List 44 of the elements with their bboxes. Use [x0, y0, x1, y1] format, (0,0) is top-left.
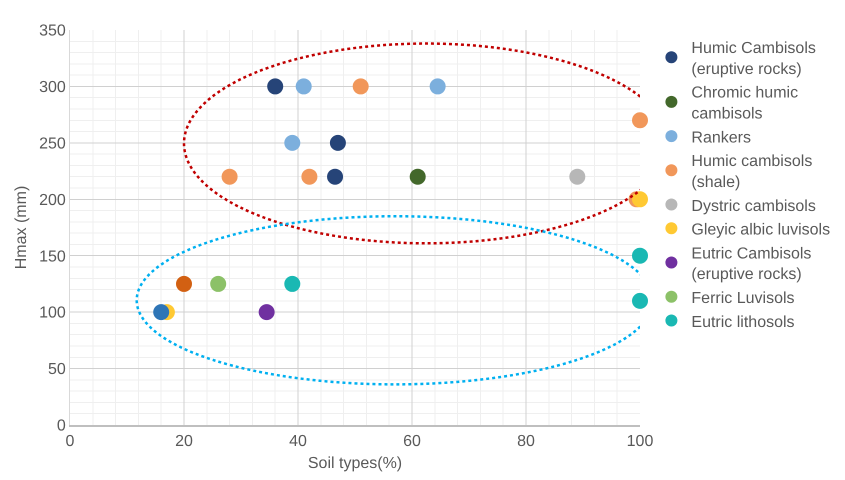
y-tick-label: 250 — [39, 135, 66, 152]
point — [176, 276, 192, 292]
legend-label: Gleyic albic luvisols — [691, 222, 830, 239]
y-tick-label: 150 — [39, 248, 66, 266]
legend-label: Humic cambisols (shale) — [691, 153, 812, 191]
y-tick-label: 200 — [39, 192, 66, 209]
legend-label: Eutric Cambisols (eruptive rocks) — [691, 245, 812, 284]
point — [153, 304, 170, 320]
y-axis-title: Hmax (mm) — [12, 186, 30, 270]
point — [258, 304, 275, 320]
legend-label: Chromic humic cambisols — [691, 84, 798, 123]
point — [569, 168, 586, 185]
y-tick-label: 350 — [39, 22, 66, 40]
legend-label: Eutric lithosols — [691, 314, 795, 331]
x-tick-label: 20 — [175, 432, 193, 450]
point — [352, 78, 369, 94]
point — [296, 78, 312, 94]
point — [632, 191, 648, 208]
point — [330, 134, 346, 151]
point — [210, 276, 226, 292]
point — [222, 168, 238, 185]
point — [284, 134, 300, 151]
x-tick-label: 60 — [403, 432, 421, 450]
x-axis-title: Soil types(%) — [308, 455, 402, 472]
legend-label: Rankers — [691, 129, 751, 146]
point — [632, 248, 648, 264]
point — [301, 168, 318, 185]
x-tick-label: 100 — [626, 432, 654, 450]
y-tick-label: 300 — [39, 79, 66, 96]
point — [430, 78, 446, 94]
y-tick-label: 50 — [48, 361, 66, 378]
point — [632, 112, 648, 128]
x-tick-label: 80 — [517, 432, 535, 450]
x-tick-label: 40 — [289, 432, 307, 450]
legend-label: Ferric Luvisols — [691, 290, 795, 307]
legend-label: Dystric cambisols — [691, 198, 816, 215]
y-tick-label: 0 — [56, 418, 66, 435]
y-tick-label: 100 — [39, 304, 66, 322]
point — [327, 168, 344, 185]
legend-label: Humic Cambisols (eruptive rocks) — [691, 40, 816, 78]
point — [410, 168, 426, 185]
point — [267, 78, 284, 94]
point — [632, 292, 648, 309]
point — [284, 276, 300, 292]
